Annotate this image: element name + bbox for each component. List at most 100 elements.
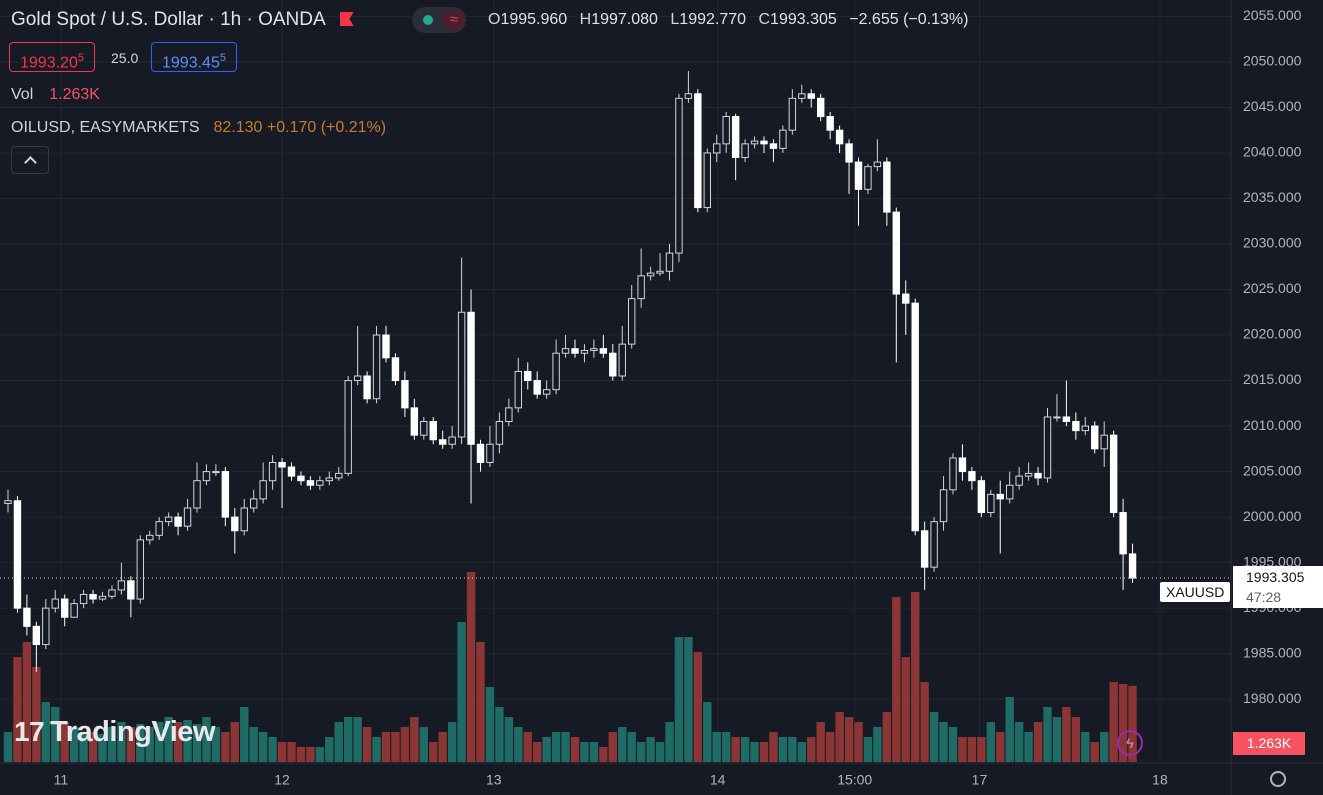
volume-bar — [268, 737, 277, 762]
volume-bar — [599, 747, 608, 762]
volume-bar — [126, 727, 136, 762]
symbol-title[interactable]: Gold Spot / U.S. Dollar · 1h · OANDA — [11, 9, 354, 31]
candle-body — [316, 480, 324, 486]
candle-body — [1053, 416, 1061, 419]
logo-icon: 17 — [14, 716, 45, 747]
candle-body — [524, 370, 532, 382]
candle-body — [637, 275, 645, 300]
ask-pip: 5 — [219, 52, 226, 64]
candle-body — [533, 380, 541, 395]
volume-bar — [693, 652, 703, 762]
candle-body — [552, 352, 560, 391]
symbol-tag: XAUUSD — [1160, 582, 1231, 602]
volume-bar — [750, 742, 759, 762]
volume-bar — [939, 722, 948, 762]
volume-bar — [447, 722, 457, 762]
volume-tag: 1.263K — [1233, 732, 1305, 755]
candle-body — [779, 129, 787, 149]
low-value: 1992.770 — [679, 11, 747, 28]
volume-bar — [1071, 717, 1081, 762]
logo: 17 TradingView — [14, 716, 215, 749]
close-key: C — [758, 11, 771, 28]
candle-body — [335, 472, 343, 479]
candle-body — [1062, 416, 1071, 423]
volume-bar — [835, 712, 844, 762]
settings-button[interactable] — [1270, 771, 1286, 787]
collapse-button[interactable] — [11, 146, 49, 174]
candle-body — [183, 507, 192, 527]
volume-bar — [740, 737, 750, 762]
candle-body — [372, 334, 381, 400]
candle-body — [1091, 425, 1099, 450]
volume-bar — [3, 732, 13, 762]
x-tick-label: 13 — [486, 772, 502, 788]
buy-button[interactable]: 1993.455 — [151, 42, 237, 72]
volume-bar — [88, 732, 98, 762]
volume-bar — [514, 727, 523, 762]
volume-bar — [485, 687, 495, 762]
volume-bar — [476, 642, 485, 762]
y-tick-label: 2015.000 — [1243, 371, 1302, 387]
candle-body — [1119, 512, 1127, 555]
candle-body — [930, 521, 938, 568]
candle-body — [467, 311, 475, 445]
candle-body — [117, 580, 126, 591]
volume-bar — [495, 707, 504, 762]
candle-body — [722, 116, 730, 145]
volume-bar — [570, 737, 580, 762]
y-tick-label: 2025.000 — [1243, 280, 1302, 296]
volume-bar — [920, 682, 929, 762]
y-tick-label: 2055.000 — [1243, 7, 1302, 23]
candle-body — [1109, 434, 1118, 514]
market-open-dot — [423, 15, 433, 25]
volume-bar — [863, 737, 873, 762]
compare-legend: OILUSD, EASYMARKETS 82.130 +0.170 (+0.21%… — [11, 119, 386, 137]
candle-body — [4, 500, 12, 504]
volume-bar — [325, 737, 334, 762]
volume-bar — [580, 742, 589, 762]
volume-bar — [173, 722, 183, 762]
candle-body — [155, 521, 163, 536]
volume-bar — [183, 720, 192, 762]
volume-legend: Vol 1.263K — [11, 86, 100, 104]
bolt-button[interactable]: ϟ — [1117, 730, 1143, 756]
x-tick-label: 14 — [710, 772, 726, 788]
volume-bar — [315, 747, 325, 762]
candle-body — [42, 607, 50, 646]
candle-body — [788, 97, 797, 131]
candle-body — [703, 152, 711, 209]
candle-body — [542, 389, 551, 395]
x-tick-label: 18 — [1152, 772, 1168, 788]
vol-key: Vol — [11, 86, 34, 103]
volume-bar — [202, 717, 211, 762]
candle-body — [609, 352, 617, 377]
volume-bar — [1062, 707, 1071, 762]
candle-body — [457, 311, 466, 438]
volume-bar — [334, 722, 343, 762]
candle-body — [911, 302, 919, 532]
volume-bar — [249, 727, 258, 762]
volume-bar — [504, 717, 514, 762]
candle-body — [665, 252, 674, 272]
volume-bar — [457, 622, 466, 762]
volume-bar — [155, 722, 164, 762]
status-pill[interactable]: ≈ — [412, 7, 466, 33]
volume-bar — [145, 727, 154, 762]
candle-body — [401, 380, 409, 409]
volume-bar — [911, 592, 920, 762]
candle-body — [23, 607, 31, 627]
volume-bar — [703, 702, 712, 762]
volume-bar — [466, 572, 476, 762]
volume-bar — [882, 712, 892, 762]
volume-bar — [1014, 722, 1024, 762]
sell-button[interactable]: 1993.205 — [9, 42, 95, 72]
volume-bar — [1043, 707, 1052, 762]
candle-body — [136, 539, 145, 600]
volume-bar — [712, 732, 721, 762]
candle-body — [212, 471, 220, 474]
volume-bar — [873, 727, 882, 762]
candle-body — [486, 443, 494, 463]
volume-bar — [769, 732, 778, 762]
candle-body — [750, 140, 759, 145]
candle-body — [656, 270, 664, 274]
